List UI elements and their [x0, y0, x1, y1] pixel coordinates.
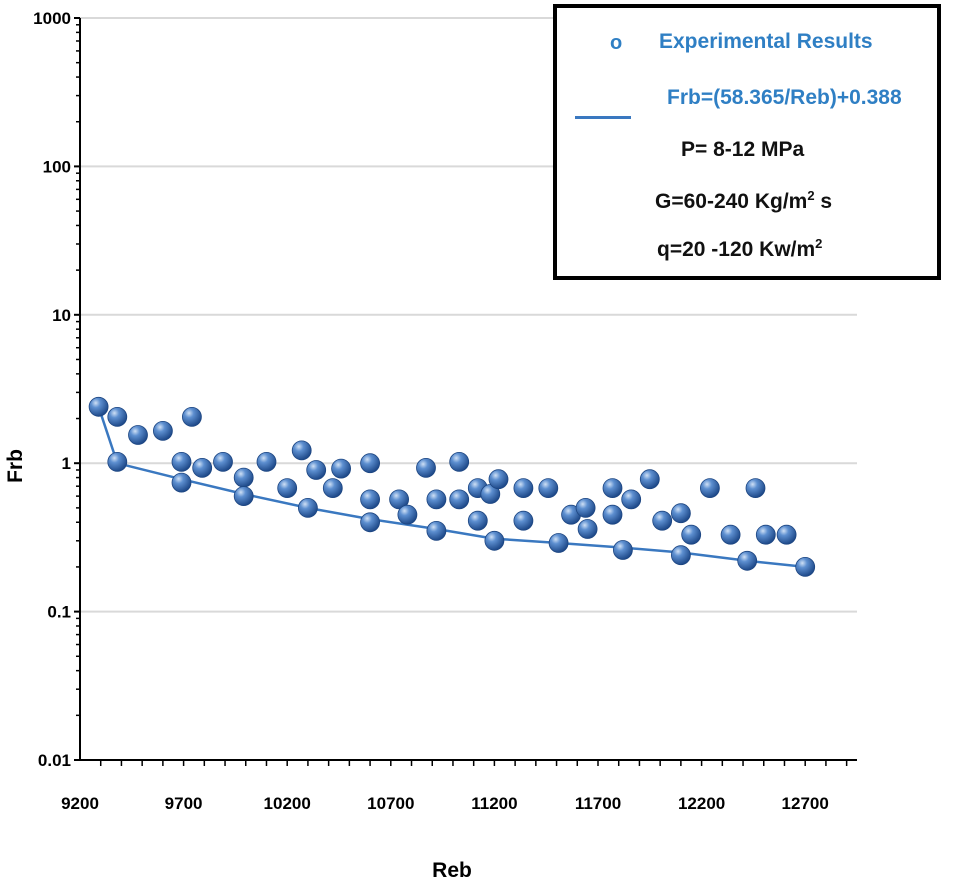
data-point	[233, 467, 254, 488]
legend-fit-label: Frb=(58.365/Reb)+0.388	[667, 86, 902, 109]
data-point	[88, 396, 109, 417]
data-point	[256, 451, 277, 472]
data-point	[389, 489, 410, 510]
data-point	[671, 545, 691, 566]
x-tick-labels: 9200 9700 10200 10700 11200 11700 12200 12700	[61, 794, 829, 813]
y-axis-title: Frb	[4, 449, 27, 483]
data-point	[720, 524, 741, 545]
data-point	[416, 457, 436, 478]
data-point	[700, 478, 720, 499]
data-point	[548, 533, 569, 553]
y-tick-labels: 0.01 0.1 1 10 100 1000	[33, 9, 71, 770]
data-point	[181, 406, 202, 427]
x-tick-label: 10700	[367, 794, 414, 813]
data-point	[360, 512, 381, 533]
x-tick-label: 12700	[782, 794, 829, 813]
data-point	[426, 521, 447, 541]
data-point	[681, 524, 702, 545]
data-point	[513, 510, 534, 531]
data-point	[488, 469, 509, 490]
data-point	[639, 469, 660, 490]
x-tick-label: 11700	[575, 794, 621, 813]
data-point	[297, 497, 318, 518]
data-point	[449, 489, 470, 510]
y-tick-label: 1000	[33, 9, 71, 28]
data-point	[449, 451, 470, 472]
data-point	[397, 504, 418, 525]
x-tick-label: 12200	[678, 794, 725, 813]
x-tick-label: 9700	[165, 794, 203, 813]
data-point	[426, 489, 447, 510]
data-point	[671, 503, 691, 524]
legend-mass-flux-label: G=60-240 Kg/m2 s	[655, 188, 833, 213]
axes	[74, 17, 857, 766]
legend-box: o Experimental Results Frb=(58.365/Reb)+…	[553, 4, 941, 280]
x-tick-label: 10200	[264, 794, 311, 813]
data-point	[213, 451, 233, 472]
data-point	[795, 557, 816, 577]
data-point	[613, 540, 633, 560]
data-point	[171, 472, 192, 493]
y-tick-label: 10	[52, 306, 71, 325]
data-point	[575, 497, 596, 518]
data-point	[171, 451, 192, 472]
legend-marker-icon: o	[610, 32, 623, 54]
fit-curve-line	[97, 406, 806, 569]
data-point	[233, 486, 254, 507]
data-point	[322, 478, 343, 499]
legend-heat-flux-label: q=20 -120 Kw/m2	[657, 236, 823, 261]
y-tick-label: 100	[43, 157, 71, 176]
data-point	[360, 453, 381, 474]
data-point	[513, 478, 534, 499]
data-point	[737, 550, 758, 571]
fit-curve-layer	[97, 406, 806, 569]
data-point	[331, 458, 352, 479]
data-point	[621, 489, 642, 510]
y-tick-label: 0.01	[38, 751, 71, 770]
data-point	[306, 460, 327, 480]
data-point	[107, 406, 128, 427]
data-point	[467, 510, 488, 531]
legend-experimental-label: Experimental Results	[659, 30, 873, 53]
data-point	[360, 489, 381, 510]
data-point	[776, 524, 797, 545]
data-point	[192, 457, 213, 478]
y-tick-label: 1	[62, 454, 71, 473]
data-point	[602, 478, 623, 499]
data-point	[484, 530, 505, 551]
data-point	[755, 524, 776, 545]
data-point	[107, 451, 128, 472]
data-point	[577, 519, 598, 539]
y-tick-label: 0.1	[47, 603, 71, 622]
data-point	[602, 504, 623, 525]
data-points	[88, 396, 816, 577]
x-tick-label: 9200	[61, 794, 99, 813]
data-point	[291, 440, 312, 461]
x-tick-label: 11200	[471, 794, 517, 813]
data-point	[538, 478, 559, 499]
data-point	[152, 420, 173, 441]
x-axis-title: Reb	[432, 859, 472, 882]
data-point	[128, 425, 148, 445]
data-point	[745, 478, 766, 499]
legend-pressure-label: P= 8-12 MPa	[681, 138, 805, 161]
data-point	[277, 478, 298, 499]
data-point	[652, 510, 673, 531]
legend-line-icon	[575, 116, 631, 119]
